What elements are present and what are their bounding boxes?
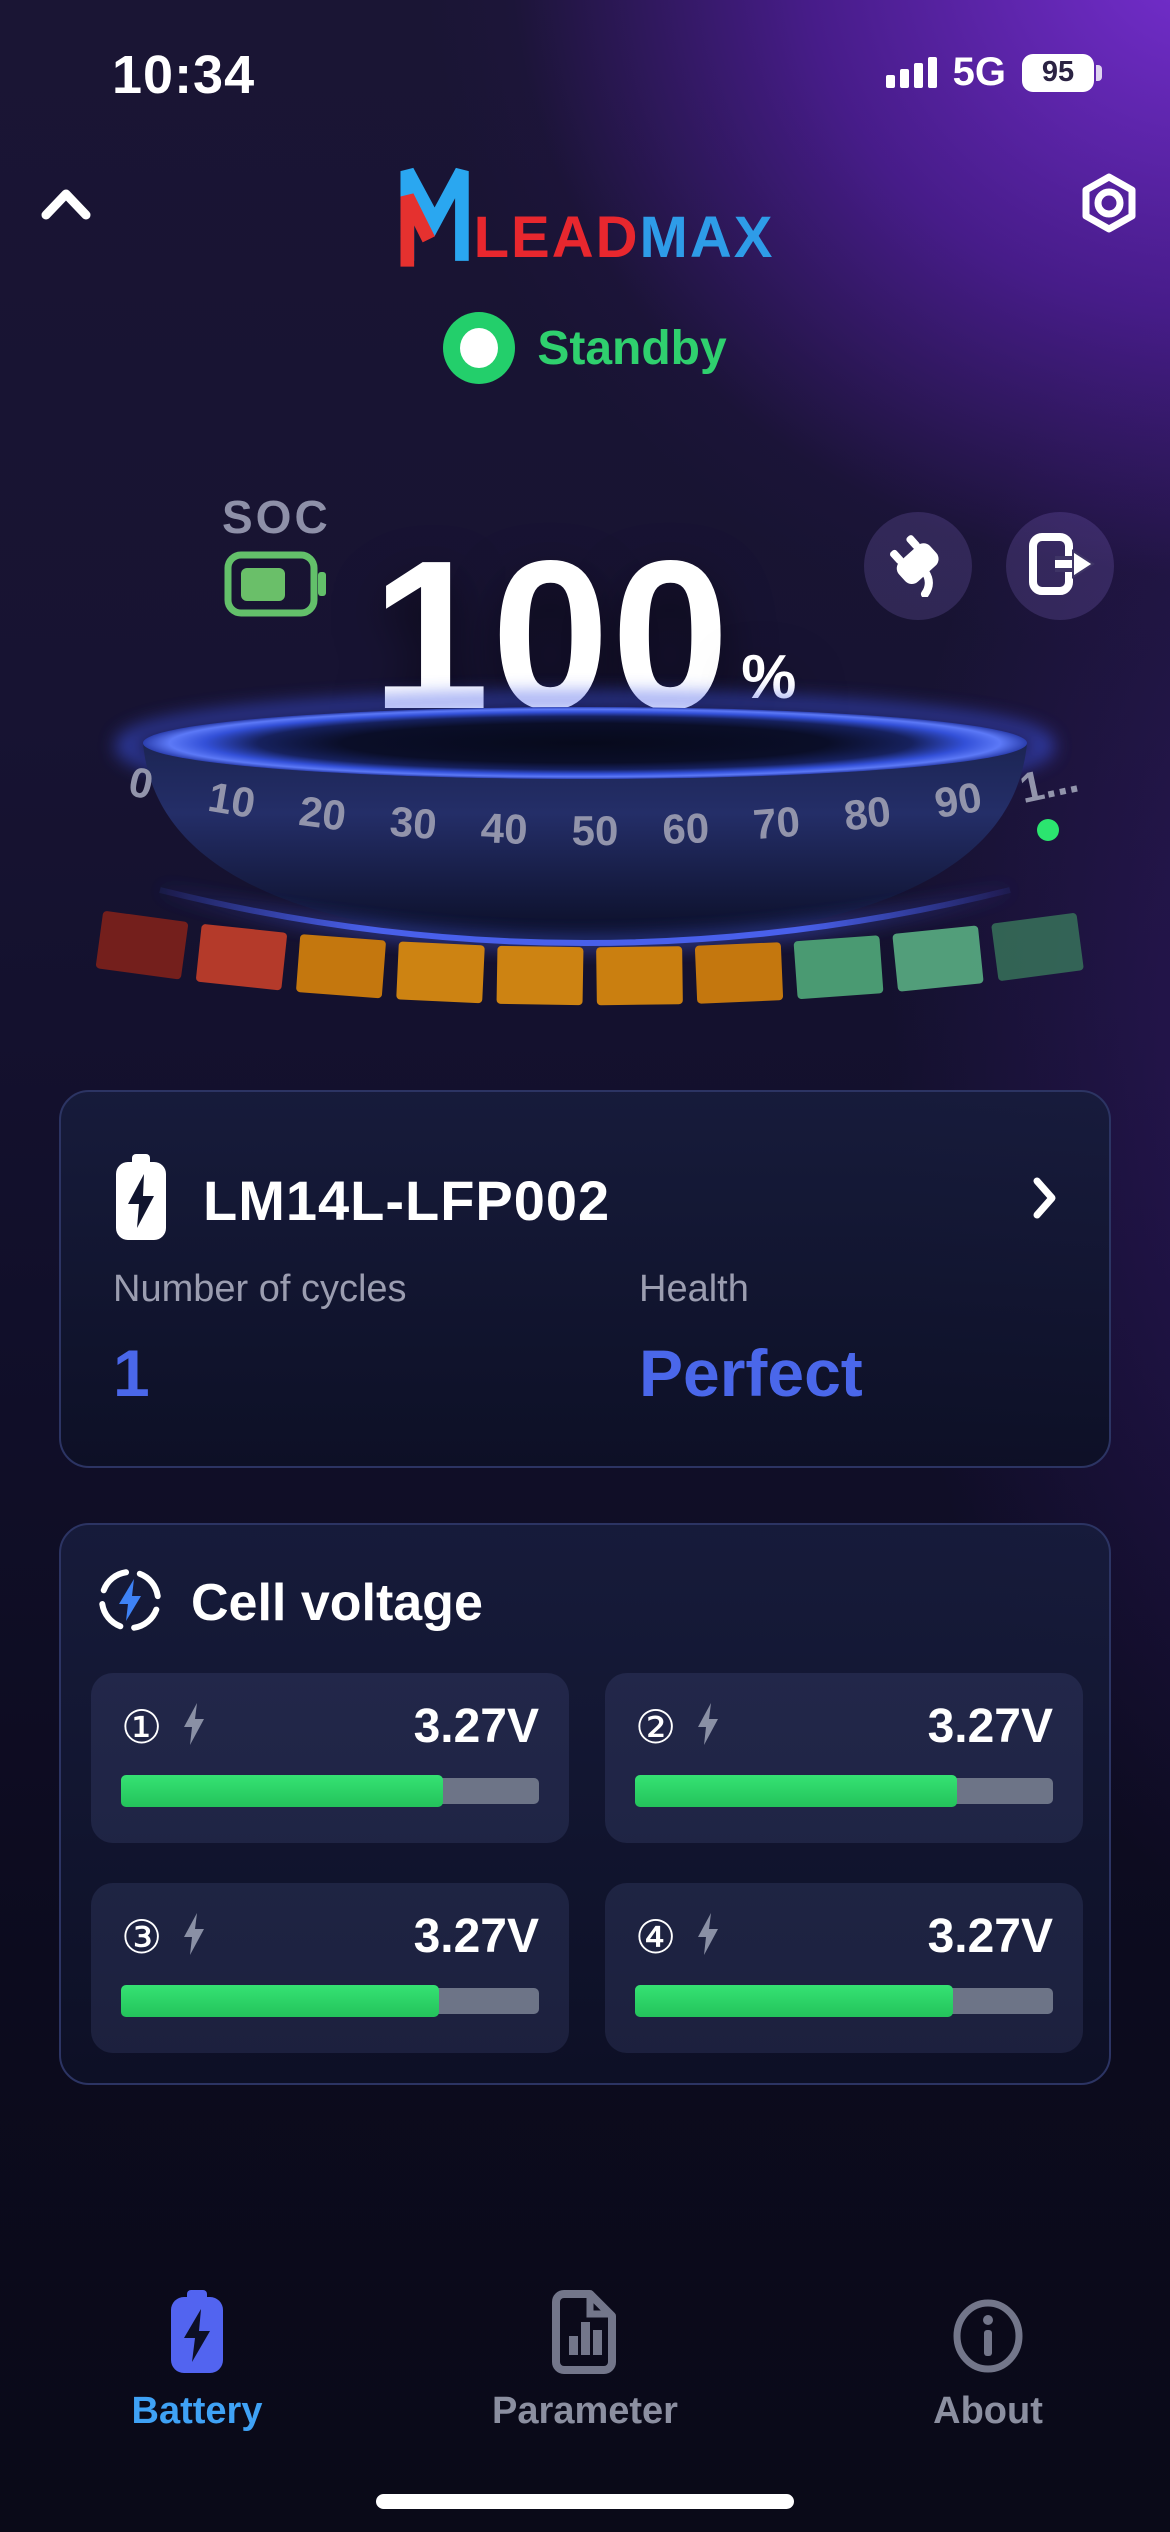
cell-voltage-value: 3.27V	[927, 1910, 1053, 1963]
parameter-tab-label: Parameter	[492, 2390, 678, 2432]
battery-tab-label: Battery	[131, 2390, 263, 2432]
about-tab-icon	[951, 2288, 1025, 2374]
soc-label: SOC	[222, 491, 331, 543]
disconnect-exit-icon	[1025, 532, 1095, 600]
charge-plug-button[interactable]	[864, 512, 972, 620]
app-logo: LEADMAX	[396, 158, 775, 277]
plug-icon	[885, 531, 951, 602]
soc-battery-icon	[224, 550, 328, 623]
podium-top	[143, 707, 1027, 779]
podium-rim	[159, 887, 1011, 946]
gear-icon	[1080, 173, 1138, 238]
tab-parameter[interactable]: Parameter	[473, 2288, 697, 2433]
cell-tile-2: ② 3.27V	[605, 1673, 1083, 1843]
status-dot-icon	[443, 312, 516, 384]
status-time: 10:34	[112, 45, 256, 105]
svg-text:90: 90	[931, 773, 985, 827]
battery-tab-icon	[167, 2288, 227, 2374]
svg-text:50: 50	[572, 807, 619, 854]
logo-text: LEADMAX	[473, 205, 775, 270]
battery-name: LM14L-LFP002	[203, 1169, 611, 1232]
health-stat: Health Perfect	[639, 1268, 863, 1411]
voltage-gauge-icon	[97, 1567, 163, 1638]
cell-voltage-value: 3.27V	[413, 1910, 539, 1963]
podium-body	[143, 743, 1027, 944]
cell-tile-4: ④ 3.27V	[605, 1883, 1083, 2053]
parameter-tab-icon	[552, 2288, 618, 2374]
network-type: 5G	[952, 50, 1006, 94]
tab-about[interactable]: About	[876, 2288, 1100, 2433]
chevron-right-icon	[1033, 1177, 1057, 1224]
status-label: Standby	[537, 321, 727, 375]
svg-text:70: 70	[751, 797, 801, 848]
cell-voltage-bar	[635, 1775, 1053, 1807]
bolt-icon	[694, 1703, 722, 1750]
cell-index: ④	[635, 1910, 677, 1963]
cell-voltage-value: 3.27V	[927, 1700, 1053, 1753]
signal-strength-icon	[885, 57, 937, 88]
cell-index: ①	[121, 1700, 163, 1753]
cycles-value: 1	[113, 1336, 150, 1410]
svg-text:80: 80	[841, 787, 893, 839]
settings-button[interactable]	[1076, 172, 1142, 238]
home-indicator[interactable]	[376, 2494, 794, 2509]
bolt-icon	[180, 1703, 208, 1750]
battery-info-card[interactable]: LM14L-LFP002 Number of cycles 1 Health P…	[59, 1090, 1111, 1468]
bolt-icon	[180, 1913, 208, 1960]
cycles-stat: Number of cycles 1	[113, 1268, 407, 1411]
svg-text:10: 10	[205, 773, 259, 827]
svg-text:60: 60	[661, 804, 710, 853]
health-value: Perfect	[639, 1336, 863, 1410]
cell-tile-1: ① 3.27V	[91, 1673, 569, 1843]
cell-grid: ① 3.27V ② 3.27V ③ 3.27V ④	[91, 1673, 1083, 2053]
tab-battery[interactable]: Battery	[85, 2288, 309, 2433]
svg-text:20: 20	[296, 787, 348, 839]
device-status: Standby	[0, 312, 1170, 384]
cell-index: ③	[121, 1910, 163, 1963]
cell-voltage-bar	[121, 1985, 539, 2017]
status-battery-icon: 95	[1022, 53, 1102, 92]
bolt-icon	[694, 1913, 722, 1960]
cell-voltage-title: Cell voltage	[191, 1573, 483, 1632]
gauge-tick-labels: 0 10 20 30 40 50 60 70 80 90 1...	[125, 754, 1083, 854]
health-label: Health	[639, 1268, 749, 1310]
battery-name-row[interactable]: LM14L-LFP002	[113, 1154, 1057, 1247]
status-indicators: 5G 95	[885, 50, 1102, 95]
logo-mark-icon	[396, 158, 474, 277]
gauge-color-segments	[95, 911, 1084, 1006]
disconnect-button[interactable]	[1006, 512, 1114, 620]
about-tab-label: About	[933, 2390, 1043, 2432]
cell-index: ②	[635, 1700, 677, 1753]
chevron-up-icon	[40, 187, 92, 226]
svg-text:40: 40	[480, 804, 529, 853]
cycles-label: Number of cycles	[113, 1268, 407, 1310]
gauge-indicator-dot	[1037, 819, 1059, 841]
cell-voltage-header: Cell voltage	[97, 1567, 483, 1638]
collapse-button[interactable]	[36, 178, 96, 234]
cell-tile-3: ③ 3.27V	[91, 1883, 569, 2053]
svg-text:0: 0	[125, 757, 158, 808]
soc-gauge: 0 10 20 30 40 50 60 70 80 90 1...	[95, 693, 1084, 1006]
battery-icon	[113, 1154, 169, 1247]
cell-voltage-bar	[121, 1775, 539, 1807]
cell-voltage-card: Cell voltage ① 3.27V ② 3.27V ③ 3.27V	[59, 1523, 1111, 2085]
cell-voltage-value: 3.27V	[413, 1700, 539, 1753]
cell-voltage-bar	[635, 1985, 1053, 2017]
svg-text:30: 30	[388, 797, 438, 848]
